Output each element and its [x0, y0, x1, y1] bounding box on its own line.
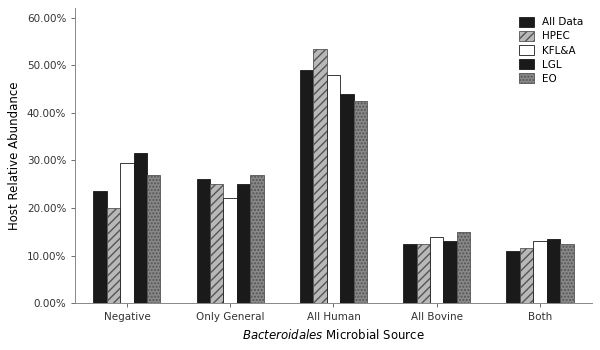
Y-axis label: Host Relative Abundance: Host Relative Abundance: [8, 82, 22, 230]
Bar: [416, 244, 430, 303]
Bar: [134, 153, 147, 303]
Bar: [547, 239, 560, 303]
Bar: [506, 251, 520, 303]
Bar: [340, 94, 353, 303]
Bar: [197, 180, 210, 303]
Bar: [533, 241, 547, 303]
Bar: [430, 237, 443, 303]
Bar: [457, 232, 470, 303]
Bar: [443, 241, 457, 303]
Bar: [223, 198, 237, 303]
Legend: All Data, HPEC, KFL&A, LGL, EO: All Data, HPEC, KFL&A, LGL, EO: [516, 14, 586, 87]
Bar: [120, 163, 134, 303]
Bar: [210, 184, 223, 303]
Bar: [520, 248, 533, 303]
Bar: [237, 184, 250, 303]
Bar: [147, 175, 160, 303]
Bar: [327, 75, 340, 303]
X-axis label: $\it{Bacteroidales}$ Microbial Source: $\it{Bacteroidales}$ Microbial Source: [242, 328, 425, 342]
Bar: [94, 191, 107, 303]
Bar: [313, 49, 327, 303]
Bar: [403, 244, 416, 303]
Bar: [560, 244, 574, 303]
Bar: [107, 208, 120, 303]
Bar: [353, 101, 367, 303]
Bar: [300, 70, 313, 303]
Bar: [250, 175, 264, 303]
